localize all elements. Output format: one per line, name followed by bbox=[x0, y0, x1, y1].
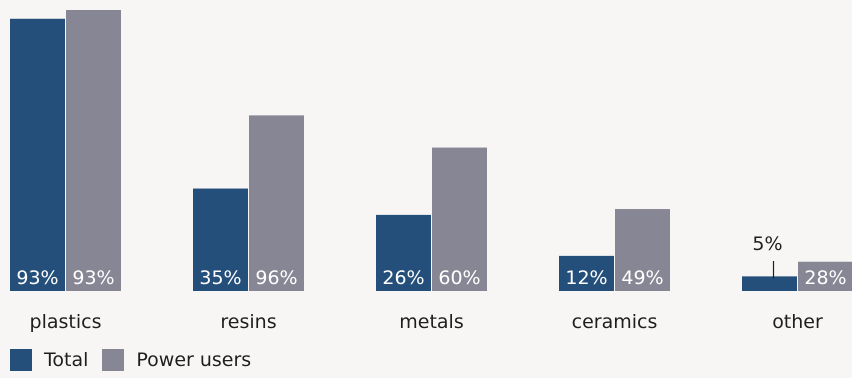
bar-total-plastics bbox=[10, 18, 65, 291]
data-label-total-ceramics: 12% bbox=[565, 267, 607, 289]
data-label-power-users-plastics: 93% bbox=[72, 267, 114, 289]
legend-swatch-total bbox=[10, 349, 32, 371]
data-label-power-users-resins: 96% bbox=[255, 267, 297, 289]
x-tick-label-resins: resins bbox=[220, 311, 276, 333]
data-label-power-users-metals: 60% bbox=[438, 267, 480, 289]
bar-power-users-plastics bbox=[66, 10, 121, 291]
bar-power-users-resins bbox=[249, 115, 304, 291]
x-tick-label-metals: metals bbox=[399, 311, 463, 333]
x-tick-label-other: other bbox=[772, 311, 823, 333]
data-label-total-plastics: 93% bbox=[16, 267, 58, 289]
bar-total-other bbox=[742, 276, 797, 291]
legend-label-total: Total bbox=[44, 349, 89, 371]
legend-item-power-users: Power users bbox=[102, 349, 251, 371]
legend: Total Power users bbox=[10, 346, 265, 374]
bar-total-ceramics bbox=[559, 255, 614, 291]
legend-label-power-users: Power users bbox=[136, 349, 252, 371]
x-tick-label-ceramics: ceramics bbox=[572, 311, 658, 333]
bar-power-users-other bbox=[798, 261, 852, 291]
bar-power-users-metals bbox=[432, 147, 487, 291]
data-label-total-resins: 35% bbox=[199, 267, 241, 289]
data-label-power-users-ceramics: 49% bbox=[621, 267, 663, 289]
legend-item-total: Total bbox=[10, 349, 88, 371]
data-label-power-users-other: 28% bbox=[804, 267, 846, 289]
data-label-total-other: 5% bbox=[752, 233, 782, 255]
bar-total-metals bbox=[376, 214, 431, 291]
x-tick-label-plastics: plastics bbox=[30, 311, 102, 333]
bar-power-users-ceramics bbox=[615, 209, 670, 291]
bar-total-resins bbox=[193, 188, 248, 291]
legend-swatch-power-users bbox=[102, 349, 125, 371]
data-label-total-metals: 26% bbox=[382, 267, 424, 289]
